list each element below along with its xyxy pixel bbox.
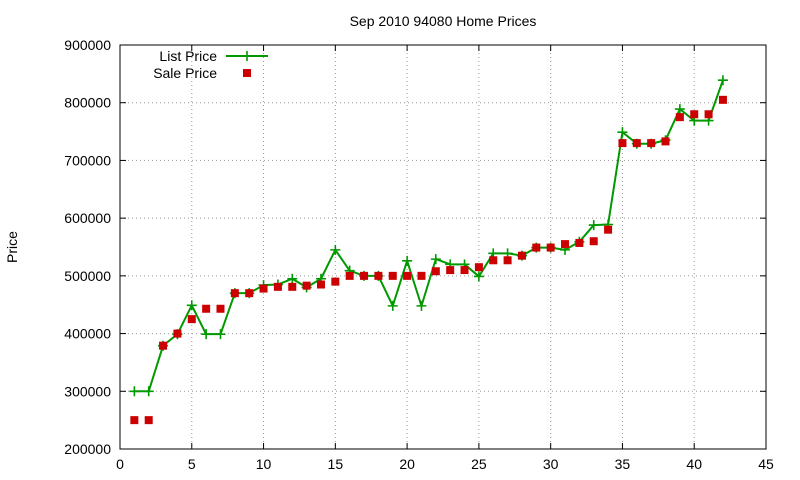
sale-price-point — [259, 284, 268, 293]
sale-price-point — [690, 110, 699, 119]
sale-price-point — [503, 256, 512, 265]
list-price-point — [330, 244, 341, 255]
legend-swatch-marker — [242, 51, 252, 61]
sale-price-point — [718, 95, 727, 104]
sale-price-point — [245, 289, 254, 298]
sale-price-point — [230, 289, 239, 298]
legend-label: List Price — [159, 48, 217, 64]
y-tick-label: 800000 — [64, 95, 111, 111]
series-sale-price — [130, 95, 727, 425]
sale-price-point — [345, 271, 354, 280]
sale-price-point — [589, 237, 598, 246]
sale-price-point — [661, 137, 670, 146]
y-tick-label: 900000 — [64, 37, 111, 53]
sale-price-point — [302, 281, 311, 290]
chart-title: Sep 2010 94080 Home Prices — [350, 13, 537, 29]
list-price-point — [186, 300, 197, 311]
sale-price-point — [273, 282, 282, 291]
sale-price-point — [216, 304, 225, 313]
sale-price-point — [632, 139, 641, 148]
legend-swatch-marker — [243, 69, 251, 77]
sale-price-point — [388, 271, 397, 280]
list-price-point — [588, 220, 599, 231]
sale-price-point — [446, 266, 455, 275]
x-tick-label: 30 — [543, 456, 559, 472]
x-tick-label: 10 — [256, 456, 272, 472]
sale-price-point — [173, 329, 182, 338]
y-axis-label: Price — [4, 231, 20, 263]
list-price-point — [129, 386, 140, 397]
sale-price-point — [159, 341, 168, 350]
legend-label: Sale Price — [153, 65, 217, 81]
sale-price-point — [288, 282, 297, 291]
y-tick-label: 300000 — [64, 383, 111, 399]
list-price-point — [143, 386, 154, 397]
sale-price-point — [618, 139, 627, 148]
sale-price-point — [604, 225, 613, 234]
sale-price-point — [360, 271, 369, 280]
sale-price-point — [130, 416, 139, 425]
x-tick-label: 40 — [686, 456, 702, 472]
list-price-line — [134, 79, 724, 393]
list-price-point — [430, 254, 441, 265]
list-price-point — [717, 75, 728, 86]
sale-price-point — [331, 277, 340, 286]
sale-price-point — [532, 243, 541, 252]
list-price-point — [674, 104, 685, 115]
list-price-point — [617, 127, 628, 138]
list-price-point — [201, 329, 212, 340]
sale-price-point — [546, 243, 555, 252]
list-price-point — [473, 271, 484, 282]
sale-price-point — [417, 271, 426, 280]
x-tick-label: 15 — [328, 456, 344, 472]
x-tick-label: 35 — [615, 456, 631, 472]
grid-lines — [120, 45, 766, 449]
sale-price-point — [374, 271, 383, 280]
y-tick-label: 200000 — [64, 441, 111, 457]
sale-price-point — [704, 110, 713, 119]
x-tick-label: 25 — [471, 456, 487, 472]
sale-price-point — [431, 267, 440, 276]
sale-price-point — [316, 280, 325, 289]
sale-price-point — [460, 266, 469, 275]
sale-price-point — [474, 263, 483, 272]
sale-price-point — [561, 240, 570, 249]
x-tick-label: 5 — [188, 456, 196, 472]
list-price-point — [402, 255, 413, 266]
sale-price-point — [647, 139, 656, 148]
sale-price-point — [403, 271, 412, 280]
plot-frame — [119, 44, 767, 450]
list-price-point — [387, 300, 398, 311]
list-price-point — [416, 300, 427, 311]
x-tick-label: 45 — [758, 456, 774, 472]
series-layer — [129, 75, 728, 425]
tick-layer: 0 5 10 15 20 25 30 35 40 45 200000 300000 400000 5000… — [64, 37, 774, 472]
y-tick-label: 400000 — [64, 326, 111, 342]
sale-price-point — [202, 304, 211, 313]
sale-price-point — [675, 113, 684, 122]
x-tick-label: 20 — [399, 456, 415, 472]
x-tick-label: 0 — [116, 456, 124, 472]
sale-price-point — [517, 251, 526, 260]
sale-price-point — [575, 238, 584, 247]
list-price-point — [215, 329, 226, 340]
sale-price-point — [144, 416, 153, 425]
y-tick-label: 700000 — [64, 152, 111, 168]
y-tick-label: 500000 — [64, 268, 111, 284]
sale-price-point — [187, 315, 196, 324]
list-price-point — [287, 273, 298, 284]
y-tick-label: 600000 — [64, 210, 111, 226]
sale-price-point — [489, 256, 498, 265]
